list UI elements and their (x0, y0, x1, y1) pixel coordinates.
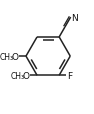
Text: O: O (12, 52, 19, 61)
Text: O: O (23, 71, 30, 80)
Text: N: N (71, 13, 78, 22)
Text: CH₃: CH₃ (0, 52, 14, 61)
Text: F: F (67, 71, 72, 80)
Text: CH₃: CH₃ (11, 71, 25, 80)
